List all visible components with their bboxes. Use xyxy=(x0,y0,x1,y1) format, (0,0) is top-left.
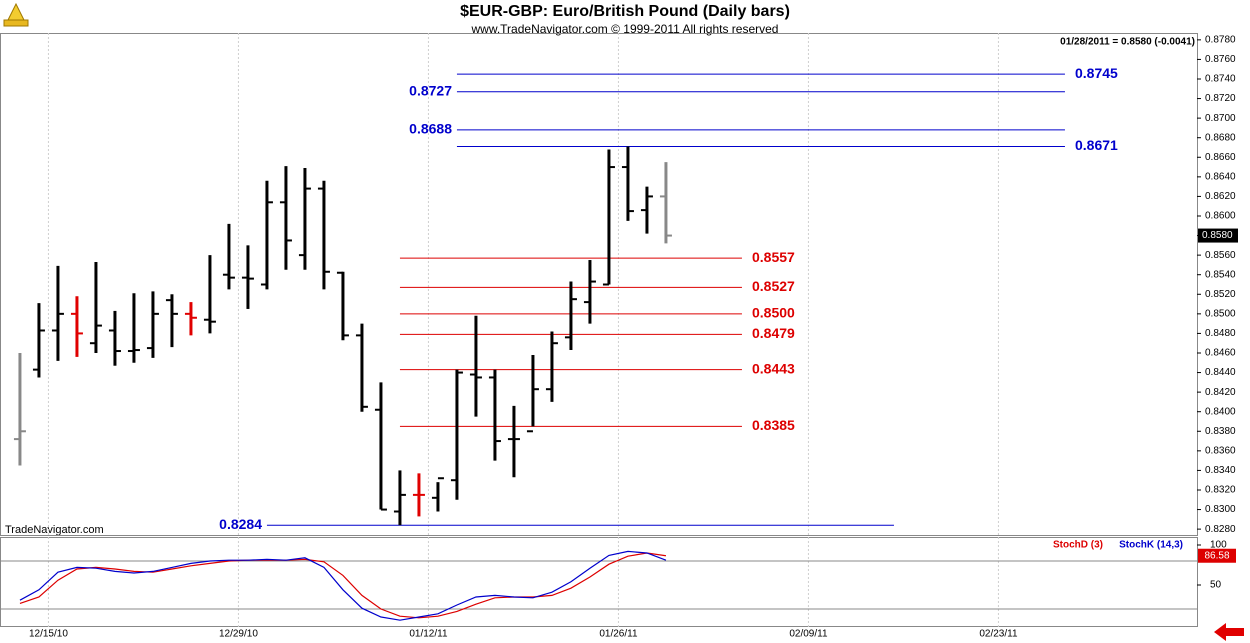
watermark: TradeNavigator.com xyxy=(5,524,104,536)
x-tick-label: 12/15/10 xyxy=(29,629,68,640)
stoch-line xyxy=(19,552,667,619)
x-tick-label: 01/12/11 xyxy=(409,629,448,640)
y-tick-label: 0.8680 xyxy=(1205,132,1236,143)
level-label: 0.8479 xyxy=(752,325,795,341)
legend-entry: StochD (3) xyxy=(1053,540,1103,551)
stoch-panel xyxy=(0,537,1198,627)
legend-entry: StochK (14,3) xyxy=(1119,540,1183,551)
y-tick-label: 0.8560 xyxy=(1205,250,1236,261)
chart-subtitle: www.TradeNavigator.com © 1999-2011 All r… xyxy=(471,22,779,36)
value-box-label: 86.58 xyxy=(1204,550,1229,561)
level-label: 0.8557 xyxy=(752,249,795,265)
x-tick-label: 12/29/10 xyxy=(219,629,258,640)
level-label: 0.8671 xyxy=(1075,137,1118,153)
y-tick-label: 100 xyxy=(1210,540,1227,551)
y-tick-label: 0.8460 xyxy=(1205,348,1236,359)
level-label: 0.8727 xyxy=(409,82,452,98)
y-tick-label: 0.8520 xyxy=(1205,289,1236,300)
y-tick-label: 0.8480 xyxy=(1205,328,1236,339)
level-label: 0.8385 xyxy=(752,417,795,433)
price-box xyxy=(1198,228,1238,243)
price-box-label: 0.8580 xyxy=(1202,230,1233,241)
value-box xyxy=(1198,548,1236,563)
y-tick-label: 0.8280 xyxy=(1205,524,1236,535)
y-tick-label: 0.8720 xyxy=(1205,93,1236,104)
y-tick-label: 0.8320 xyxy=(1205,485,1236,496)
x-tick-label: 02/23/11 xyxy=(979,629,1018,640)
y-tick-label: 0.8640 xyxy=(1205,171,1236,182)
header-note: 01/28/2011 = 0.8580 (-0.0041) xyxy=(1060,37,1195,48)
y-tick-label: 0.8360 xyxy=(1205,445,1236,456)
y-tick-label: 0.8740 xyxy=(1205,74,1236,85)
y-tick-label: 0.8660 xyxy=(1205,152,1236,163)
level-label: 0.8527 xyxy=(752,278,795,294)
y-tick-label: 0.8300 xyxy=(1205,504,1236,515)
price-panel xyxy=(0,33,1198,536)
y-tick-label: 0.8440 xyxy=(1205,367,1236,378)
y-tick-label: 0.8400 xyxy=(1205,406,1236,417)
level-label: 0.8284 xyxy=(219,516,262,532)
chart-title: $EUR-GBP: Euro/British Pound (Daily bars… xyxy=(460,3,790,20)
y-tick-label: 0.8700 xyxy=(1205,113,1236,124)
scroll-arrow[interactable] xyxy=(1214,623,1244,641)
x-tick-label: 02/09/11 xyxy=(789,629,828,640)
logo xyxy=(3,2,29,27)
y-tick-label: 0.8600 xyxy=(1205,211,1236,222)
level-label: 0.8688 xyxy=(409,121,452,137)
y-tick-label: 0.8380 xyxy=(1205,426,1236,437)
stoch-line xyxy=(19,550,667,621)
y-tick-label: 0.8780 xyxy=(1205,34,1236,45)
y-tick-label: 0.8420 xyxy=(1205,387,1236,398)
y-tick-label: 0.8500 xyxy=(1205,308,1236,319)
y-tick-label: 0.8340 xyxy=(1205,465,1236,476)
y-tick-label: 50 xyxy=(1210,580,1222,591)
level-label: 0.8500 xyxy=(752,305,795,321)
level-label: 0.8443 xyxy=(752,360,795,376)
x-tick-label: 01/26/11 xyxy=(599,629,638,640)
y-tick-label: 0.8760 xyxy=(1205,54,1236,65)
y-tick-label: 0.8540 xyxy=(1205,269,1236,280)
level-label: 0.8745 xyxy=(1075,65,1118,81)
y-tick-label: 0.8620 xyxy=(1205,191,1236,202)
